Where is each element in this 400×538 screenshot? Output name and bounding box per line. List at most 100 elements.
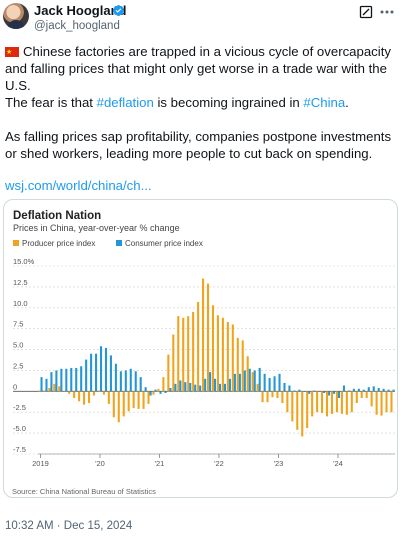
tweet-timestamp[interactable]: 10:32 AM · Dec 15, 2024 (5, 520, 133, 532)
producer-price-bar (107, 391, 110, 404)
producer-price-bar (142, 391, 145, 409)
consumer-price-bar (70, 367, 73, 392)
y-tick-label: 5.0 (13, 341, 23, 350)
tweet-paragraph-1-text: Chinese factories are trapped in a vicio… (5, 44, 391, 93)
consumer-price-bar (65, 368, 68, 392)
producer-price-bar (330, 391, 334, 414)
producer-price-bar (97, 390, 100, 392)
producer-price-bar (306, 391, 309, 429)
producer-price-bar (385, 391, 388, 413)
consumer-price-bar (134, 371, 137, 392)
consumer-price-bar (243, 370, 246, 392)
tweet-paragraph-2: The fear is that #deflation is becoming … (5, 94, 397, 111)
tweet-paragraph-3: As falling prices sap profitability, com… (5, 129, 392, 161)
producer-price-bar (162, 377, 165, 392)
consumer-price-bar (129, 368, 132, 392)
consumer-price-bar (95, 353, 98, 392)
chart-card[interactable]: Deflation Nation Prices in China, year-o… (3, 199, 398, 498)
consumer-price-bar (119, 371, 122, 392)
legend-consumer: Consumer price index (125, 239, 203, 248)
producer-price-bar (350, 391, 353, 413)
consumer-price-bar (218, 383, 222, 392)
more-options-icon[interactable] (378, 5, 396, 19)
consumer-price-bar (273, 376, 276, 392)
producer-price-bar (380, 391, 383, 416)
producer-price-bar (251, 372, 254, 392)
consumer-price-bar (184, 382, 187, 392)
consumer-price-bar (313, 390, 316, 392)
producer-price-bar (182, 317, 185, 392)
chart-source: Source: China National Bureau of Statist… (12, 487, 156, 496)
author-handle[interactable]: @jack_hoogland (34, 20, 120, 32)
producer-price-bar (256, 383, 259, 392)
producer-price-bar (291, 391, 294, 422)
y-tick-label: 15.0% (13, 257, 35, 266)
consumer-price-bar (223, 383, 227, 392)
consumer-price-bar (109, 355, 112, 392)
consumer-price-bar (283, 382, 286, 392)
producer-price-bar (53, 383, 56, 392)
consumer-price-bar (174, 383, 177, 392)
consumer-price-bar (392, 389, 395, 392)
producer-price-bar (345, 391, 348, 415)
consumer-price-bar (149, 391, 152, 396)
producer-price-bar (43, 390, 46, 392)
x-tick-label: '21 (155, 459, 165, 468)
y-tick-label: 10.0 (13, 299, 28, 308)
consumer-price-bar (169, 387, 172, 392)
grok-icon[interactable] (359, 5, 373, 19)
consumer-price-bar (263, 373, 266, 392)
hashtag-china[interactable]: #China (303, 95, 346, 110)
consumer-price-bar (258, 367, 261, 392)
avatar[interactable] (3, 3, 29, 29)
consumer-price-bar (45, 378, 48, 392)
x-tick-label: '23 (274, 459, 284, 468)
tweet-text-segment: . (345, 95, 349, 110)
producer-price-bar (231, 324, 234, 392)
producer-price-bar (390, 391, 393, 413)
consumer-price-bar (189, 382, 192, 392)
tweet-text-segment: is becoming ingrained in (153, 95, 304, 110)
consumer-price-bar (154, 389, 157, 392)
china-flag-icon (5, 44, 19, 61)
consumer-price-bar (288, 385, 291, 392)
producer-price-bar (321, 391, 324, 414)
producer-price-bar (266, 391, 269, 403)
consumer-price-bar (139, 377, 142, 392)
consumer-price-bar (362, 389, 365, 392)
x-tick-label: '20 (95, 459, 105, 468)
consumer-price-bar (278, 373, 281, 392)
producer-price-bar (187, 316, 190, 392)
producer-price-bar (152, 391, 155, 395)
consumer-price-bar (50, 372, 53, 392)
article-link[interactable]: wsj.com/world/china/ch... (5, 178, 152, 193)
x-tick-label: '22 (214, 459, 224, 468)
legend-producer: Producer price index (22, 239, 95, 248)
legend-swatch-producer (13, 240, 19, 246)
consumer-price-bar (333, 391, 336, 394)
tweet-paragraph-1: Chinese factories are trapped in a vicio… (5, 43, 397, 94)
consumer-price-bar (194, 384, 197, 392)
consumer-price-bar (298, 389, 301, 392)
author-name[interactable]: Jack Hoogland (34, 3, 127, 18)
consumer-price-bar (40, 377, 43, 392)
producer-price-bar (261, 391, 264, 403)
consumer-price-bar (55, 370, 58, 392)
producer-price-bar (132, 391, 135, 409)
consumer-price-bar (308, 391, 311, 394)
producer-price-bar (58, 386, 61, 392)
producer-price-bar (73, 391, 76, 399)
producer-price-bar (281, 391, 284, 404)
hashtag-deflation[interactable]: #deflation (96, 95, 154, 110)
producer-price-bar (122, 391, 125, 417)
producer-price-bar (68, 391, 71, 394)
consumer-price-bar (124, 370, 127, 392)
consumer-price-bar (357, 388, 360, 392)
producer-price-bar (117, 391, 120, 423)
producer-price-bar (112, 391, 115, 418)
producer-price-bar (241, 340, 244, 392)
consumer-price-bar (268, 377, 271, 392)
consumer-price-bar (85, 359, 88, 392)
deflation-chart: Deflation Nation Prices in China, year-o… (12, 210, 395, 496)
consumer-price-bar (328, 391, 331, 396)
